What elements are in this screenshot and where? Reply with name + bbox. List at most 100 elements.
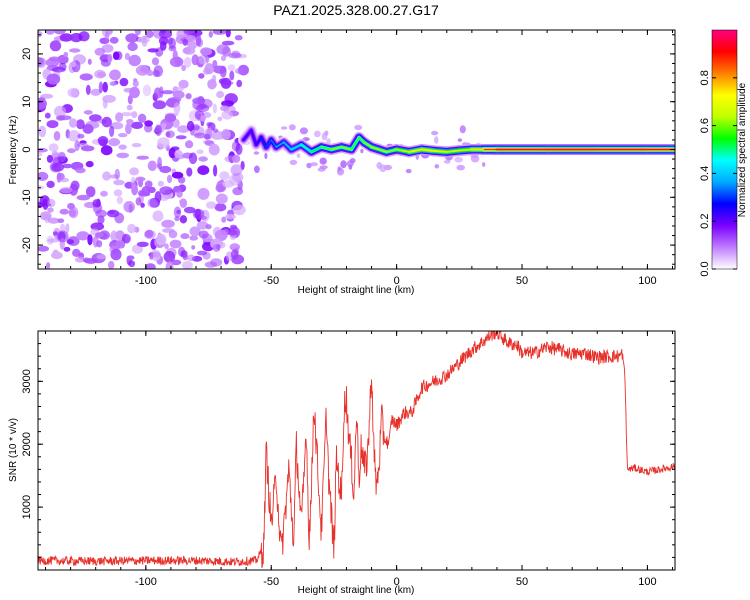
colorbar-tick-label: 0.4 <box>699 166 711 181</box>
ridge-segment <box>275 141 285 148</box>
noise-blob <box>167 37 173 45</box>
noise-blob <box>47 198 56 208</box>
noise-blob <box>74 140 80 152</box>
noise-blob <box>189 226 201 237</box>
y-tick-label: 3000 <box>21 369 33 393</box>
noise-blob <box>225 213 236 220</box>
noise-blob <box>38 147 48 153</box>
spectrogram-x-ticks: -100 -50 0 50 100 <box>45 30 673 287</box>
noise-blob <box>230 249 239 260</box>
colorbar-scale <box>711 29 738 270</box>
noise-blob <box>172 86 178 93</box>
noise-blob <box>220 105 230 112</box>
noise-blob <box>431 130 439 136</box>
ridge-segment <box>408 148 423 153</box>
noise-blob <box>85 160 94 168</box>
noise-blob <box>75 167 86 174</box>
y-tick-label: 10 <box>21 96 33 108</box>
x-tick-label: -100 <box>135 275 157 287</box>
noise-blob <box>100 145 113 156</box>
noise-blob <box>38 30 43 38</box>
noise-blob <box>200 47 213 56</box>
noise-blob <box>47 207 54 213</box>
noise-blob <box>45 30 55 35</box>
noise-blob <box>221 110 233 120</box>
noise-blob <box>112 51 120 60</box>
noise-blob <box>188 152 198 165</box>
noise-blob <box>182 38 189 46</box>
noise-blob <box>92 199 101 208</box>
noise-blob <box>213 164 218 177</box>
x-tick-label: 100 <box>638 275 656 287</box>
y-tick-label: 20 <box>21 48 33 60</box>
noise-blob <box>198 54 210 65</box>
noise-blob <box>126 104 133 111</box>
x-tick-label: 0 <box>394 576 400 588</box>
noise-blob <box>163 166 169 172</box>
ridge-segment <box>300 143 313 153</box>
noise-blob <box>51 162 65 172</box>
noise-blob <box>144 120 154 127</box>
noise-blob <box>229 70 235 81</box>
noise-blob <box>215 193 228 205</box>
x-tick-label: -50 <box>263 275 279 287</box>
y-tick-label: -20 <box>21 237 33 253</box>
noise-blob <box>147 198 159 208</box>
noise-blob <box>135 176 146 182</box>
noise-blob <box>222 46 231 57</box>
noise-blob <box>179 215 188 224</box>
noise-blob <box>319 157 327 165</box>
noise-blob <box>92 235 99 248</box>
noise-blob <box>280 126 288 130</box>
noise-blob <box>80 145 95 152</box>
noise-blob <box>48 143 59 152</box>
noise-blob <box>44 112 51 119</box>
noise-blob <box>49 40 62 52</box>
noise-blob <box>138 191 151 197</box>
ridge-segment <box>265 139 273 148</box>
noise-blob <box>95 209 107 218</box>
noise-blob <box>163 250 176 263</box>
noise-blob <box>129 86 140 99</box>
noise-blob <box>208 143 220 156</box>
noise-blob <box>125 122 132 135</box>
noise-blob <box>59 186 73 194</box>
noise-blob <box>211 74 217 83</box>
noise-blob <box>186 120 195 132</box>
noise-blob <box>200 115 206 122</box>
noise-blob <box>166 174 173 184</box>
noise-blob <box>131 121 143 129</box>
noise-blob <box>152 100 167 110</box>
noise-blob <box>176 190 183 198</box>
noise-blob <box>205 201 217 209</box>
noise-blob <box>164 243 169 250</box>
noise-blob <box>194 132 206 139</box>
noise-blob <box>169 239 182 249</box>
noise-blob <box>85 120 100 129</box>
noise-blob <box>212 60 218 68</box>
spectrogram-y-label: Frequency (Hz) <box>8 116 19 185</box>
noise-blob <box>109 81 117 86</box>
noise-blob <box>434 136 439 144</box>
noise-blob <box>118 144 127 150</box>
noise-blob <box>157 156 163 169</box>
noise-blob <box>208 31 213 38</box>
noise-blob <box>253 151 260 155</box>
ridge-segment <box>358 136 365 144</box>
noise-blob <box>185 140 194 149</box>
noise-blob <box>125 33 139 43</box>
noise-blob <box>110 230 118 242</box>
noise-blob <box>173 102 181 115</box>
snr-panel: -100 -50 0 50 100 1000 2000 3000 Height of str… <box>8 330 676 596</box>
x-tick-label: 100 <box>638 576 656 588</box>
noise-blob <box>121 233 131 244</box>
noise-blob <box>164 189 172 195</box>
noise-blob <box>232 154 241 163</box>
noise-blob <box>236 79 243 88</box>
y-tick-label: 1000 <box>21 495 33 519</box>
noise-blob <box>225 30 231 38</box>
noise-blob <box>76 231 90 241</box>
noise-blob <box>79 73 93 81</box>
snr-x-ticks: -100 -50 0 50 100 <box>45 331 673 588</box>
